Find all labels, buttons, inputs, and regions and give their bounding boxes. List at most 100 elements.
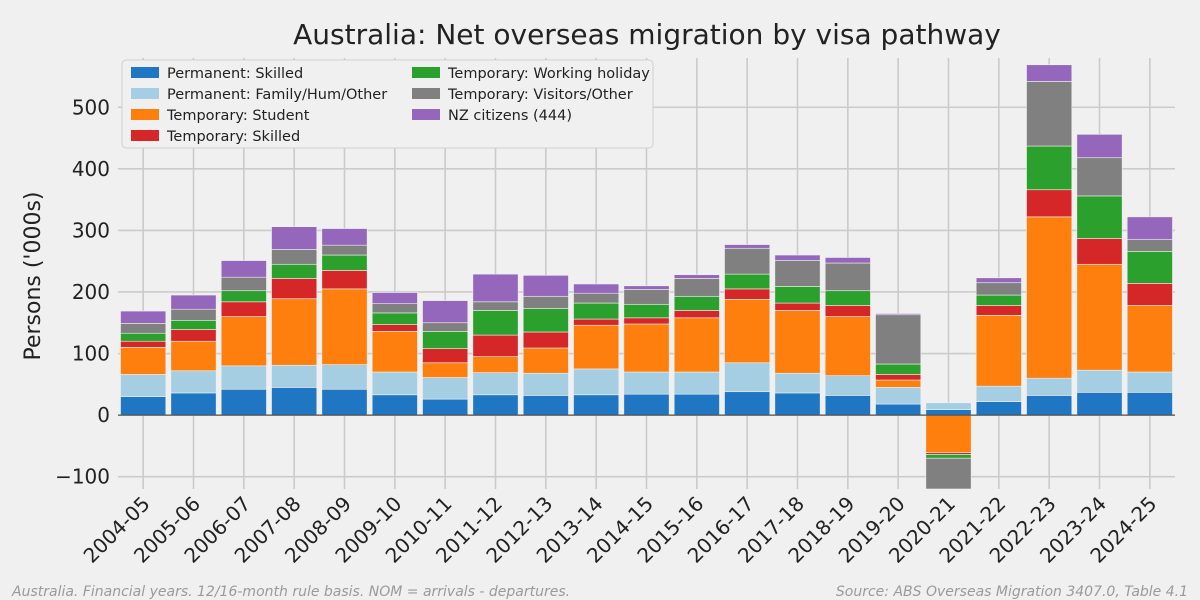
bar-segment [824,257,871,264]
bar-segment [472,356,519,373]
bar-segment [573,318,620,326]
bar-segment [623,317,670,325]
bar-segment [1126,371,1173,393]
bar-segment [774,310,821,374]
bar-segment [321,228,368,246]
bar-segment [1126,216,1173,240]
bar-segment [623,289,670,305]
bar-segment [422,362,469,378]
bar-segment [1026,145,1073,191]
bar-segment [1126,392,1173,416]
bar-segment [824,395,871,416]
bar-segment [573,324,620,370]
legend: Permanent: Skilled Permanent: Family/Hum/… [121,59,654,149]
y-tick-label: 100 [72,342,110,366]
bar-segment [321,244,368,256]
footer-source: Source: ABS Overseas Migration 3407.0, T… [836,584,1188,600]
bar-segment [371,303,418,314]
bar-segment [673,278,720,297]
legend-label: Temporary: Student [166,108,310,124]
y-tick-label: 0 [97,403,110,427]
bar-segment [120,332,167,342]
bar-segment [573,283,620,294]
bar-segment [371,371,418,396]
bar-segment [220,290,267,303]
bar-segment [371,324,418,332]
y-axis-ticks: −100 0 100 200 300 400 500 [55,95,110,488]
bar-segment [271,387,318,416]
bar-segment [1026,377,1073,396]
bar-segment [673,317,720,373]
bar-segment [875,313,922,316]
bar-segment [975,315,1022,387]
bar-segment [824,316,871,377]
bar-segment [472,310,519,336]
legend-frame [121,59,654,149]
bar-segment [321,254,368,271]
legend-label: Temporary: Skilled [166,129,300,145]
bar-segment [824,290,871,306]
bar-segment [875,374,922,381]
bar-segment [422,322,469,332]
bar-segment [623,285,670,290]
bar-segment [623,323,670,373]
bar-segment [422,398,469,416]
bar-segment [271,364,318,388]
legend-swatch [412,88,440,99]
bar-segment [422,348,469,364]
bar-segment [673,295,720,311]
bar-segment [371,312,418,325]
bar-segment [170,308,217,321]
bar-segment [774,372,821,394]
bar-segment [925,414,972,453]
bar-segment [875,387,922,405]
bar-segment [774,286,821,304]
y-tick-label: 200 [72,280,110,304]
legend-label: Permanent: Skilled [167,66,303,82]
bar-segment [271,249,318,265]
bar-segment [120,323,167,334]
bars [120,64,1173,490]
bar-segment [522,308,569,333]
bar-segment [573,368,620,396]
legend-swatch [131,67,159,78]
bar-segment [170,370,217,394]
bar-segment [875,314,922,365]
footer-note: Australia. Financial years. 12/16-month … [11,584,570,600]
bar-segment [271,278,318,300]
bar-segment [1126,283,1173,306]
bar-segment [522,275,569,297]
bar-segment [975,401,1022,416]
bar-segment [573,292,620,304]
bar-segment [220,276,267,292]
bar-segment [724,391,771,416]
bar-segment [472,394,519,416]
bar-segment [472,301,519,311]
bar-segment [824,305,871,317]
legend-swatch [131,88,159,99]
bar-segment [120,347,167,375]
bar-segment [220,388,267,416]
bar-segment [724,244,771,249]
bar-segment [875,403,922,416]
bar-segment [120,374,167,397]
bar-segment [1126,239,1173,252]
bar-segment [170,319,217,330]
bar-segment [724,247,771,275]
bar-segment [1076,195,1123,239]
legend-label: Permanent: Family/Hum/Other [167,87,387,103]
y-axis-label: Persons ('000s) [21,191,46,360]
legend-label: Temporary: Working holiday [447,66,650,82]
bar-segment [522,372,569,396]
bar-segment [875,363,922,375]
bar-segment [120,310,167,324]
bar-segment [472,273,519,303]
bar-segment [724,299,771,364]
bar-segment [422,377,469,400]
bar-segment [321,364,368,390]
bar-segment [623,371,670,395]
bar-segment [120,340,167,348]
legend-label: Temporary: Visitors/Other [447,87,633,103]
bar-segment [371,292,418,304]
bar-segment [824,262,871,292]
